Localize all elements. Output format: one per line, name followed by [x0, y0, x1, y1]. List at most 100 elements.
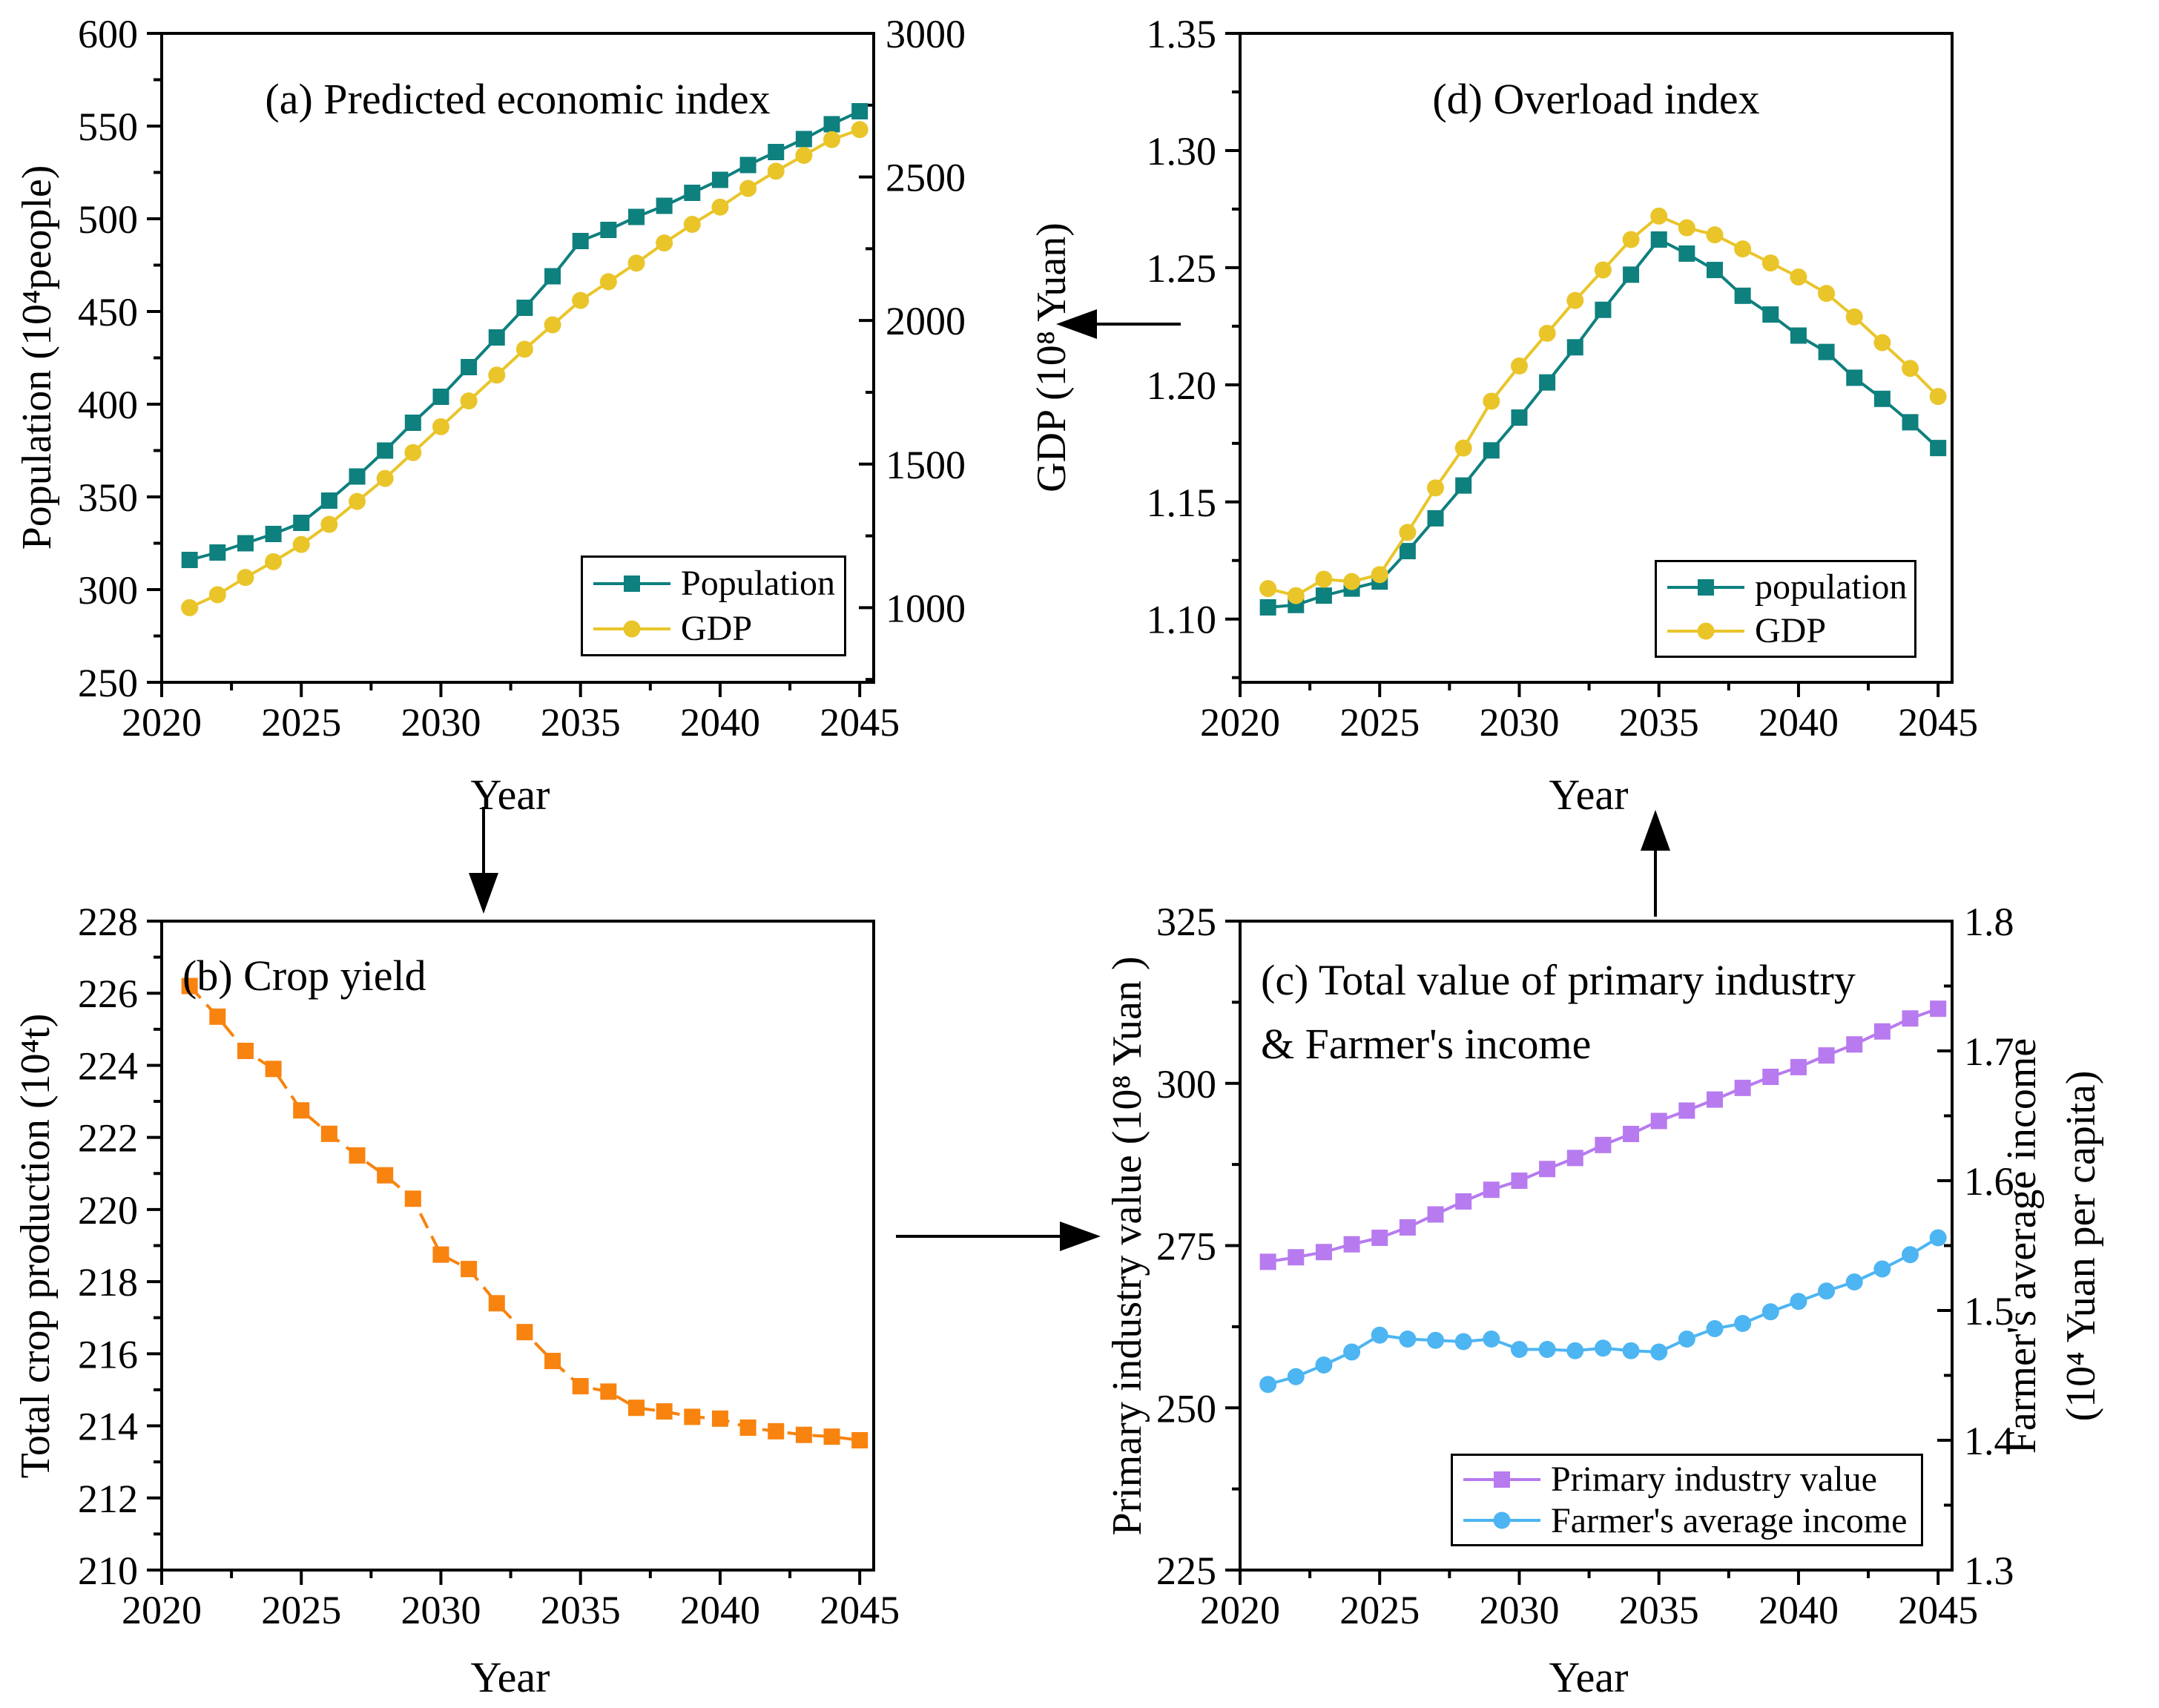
- population-data-point-marker: [1902, 414, 1919, 431]
- panel-d-legend: population GDP: [1655, 560, 1916, 658]
- panel-c-right-tick-label: 1.6: [1964, 1159, 2014, 1204]
- primary-industry-value-data-point-marker: [1846, 1036, 1863, 1053]
- population-data-point-marker: [237, 535, 254, 552]
- population-data-point-marker: [823, 116, 840, 133]
- total-crop-production-data-point-marker: [377, 1167, 394, 1184]
- total-crop-production-data-point-marker: [684, 1408, 701, 1425]
- gdp-data-point-marker: [488, 366, 506, 384]
- panel-a-left-tick-label: 400: [78, 383, 138, 427]
- panel-a-right-tick-label: 1500: [886, 443, 966, 487]
- farmer-s-average-income-data-point-marker: [1343, 1343, 1361, 1361]
- gdp-data-point-marker: [627, 254, 645, 272]
- total-crop-production-data-point-marker: [237, 1043, 254, 1059]
- population-data-point-marker: [600, 222, 617, 238]
- primary-industry-value-data-point-marker: [1539, 1161, 1556, 1178]
- total-crop-production-data-point-marker: [656, 1403, 673, 1420]
- population-legend-sample: [593, 575, 670, 592]
- total-crop-production-data-point-marker: [349, 1147, 366, 1164]
- gdp-data-point-marker: [1902, 360, 1919, 377]
- total-crop-production-data-point-marker: [600, 1383, 617, 1400]
- arrow-d-to-a-head: [1056, 309, 1097, 339]
- gdp-data-point-marker: [181, 599, 199, 616]
- panel-b-left-tick-label: 218: [78, 1260, 138, 1305]
- gdp-data-point-marker: [599, 273, 617, 291]
- population-overload-legend-sample: [1667, 578, 1744, 596]
- panel-d-frame: [1239, 32, 1954, 684]
- legend-sample-marker: [1494, 1471, 1510, 1488]
- arrow-b-to-c-head: [1060, 1221, 1101, 1251]
- panel-b-title: (b) Crop yield: [182, 952, 426, 1000]
- panel-c-left-tick-label: 250: [1156, 1386, 1216, 1431]
- total-crop-production-data-point-marker: [739, 1419, 757, 1436]
- panel-a-right-axis-label: GDP (10⁸ Yuan): [1029, 222, 1075, 492]
- panel-b-x-tick-label: 2020: [122, 1588, 202, 1632]
- population-data-point-marker: [795, 131, 812, 148]
- total-crop-production-data-point-marker: [711, 1410, 728, 1427]
- population-series-line: [1268, 237, 1939, 609]
- legend-sample-marker: [1493, 1511, 1511, 1529]
- farmer-s-average-income-data-point-marker: [1650, 1343, 1668, 1361]
- population-data-point-marker: [349, 468, 366, 485]
- population-data-point-marker: [1678, 245, 1695, 262]
- population-data-point-marker: [1873, 390, 1891, 407]
- gdp-data-point-marker: [1287, 587, 1305, 604]
- panel-d-x-tick-label: 2035: [1619, 700, 1699, 745]
- primary-industry-value-data-point-marker: [1343, 1236, 1360, 1253]
- panel-b-frame: [160, 920, 875, 1572]
- gdp-data-point-marker: [1510, 357, 1528, 375]
- population-data-point-marker: [377, 442, 394, 459]
- gdp-series-line: [188, 128, 860, 610]
- population-data-point-marker: [488, 329, 505, 346]
- farmer-s-average-income-data-point-marker: [1622, 1342, 1640, 1359]
- gdp-data-point-marker: [1650, 207, 1668, 225]
- gdp-data-point-marker: [404, 444, 422, 461]
- primary-industry-value-data-point-marker: [1902, 1010, 1919, 1027]
- total-crop-production-data-point-marker: [795, 1426, 812, 1443]
- panel-a-left-axis-label: Population (10⁴people): [14, 165, 60, 550]
- panel-c-x-tick-label: 2030: [1479, 1588, 1559, 1632]
- primary-industry-value-data-point-marker: [1873, 1023, 1891, 1040]
- panel-c-right-tick-label: 1.8: [1964, 900, 2014, 944]
- panel-b-left-axis-label: Total crop production (10⁴t): [13, 1013, 59, 1479]
- farmer-s-average-income-data-point-marker: [1427, 1331, 1445, 1349]
- panel-b-left-tick-label: 212: [78, 1477, 138, 1521]
- population-data-point-marker: [628, 208, 645, 225]
- population-data-point-marker: [1595, 301, 1612, 318]
- primary-industry-value-data-point-marker: [1288, 1249, 1305, 1266]
- farmer-s-average-income-data-point-marker: [1902, 1246, 1919, 1264]
- primary-industry-value-data-point-marker: [1707, 1091, 1723, 1108]
- primary-industry-value-data-point-marker: [1511, 1173, 1528, 1189]
- panel-c-left-axis-label: Primary industry value (10⁸ Yuan ): [1104, 956, 1150, 1536]
- panel-a-right-tick-label: 2500: [886, 156, 966, 200]
- panel-b-x-tick-label: 2030: [401, 1588, 481, 1632]
- population-data-point-marker: [1566, 339, 1583, 356]
- primary-industry-value-data-point-marker: [1595, 1136, 1612, 1153]
- gdp-data-point-marker: [292, 535, 310, 553]
- population-data-point-marker: [1427, 510, 1444, 527]
- gdp-data-point-marker: [349, 492, 366, 510]
- gdp-data-point-marker: [265, 553, 283, 570]
- panel-c-right-axis-label-line2: (10⁴ Yuan per capita): [2058, 1070, 2104, 1422]
- primary-industry-value-data-point-marker: [1566, 1150, 1583, 1167]
- arrow-a-to-b-head: [469, 873, 498, 914]
- primary-industry-value-data-point-marker: [1650, 1112, 1667, 1130]
- farmer-income-legend-sample: [1463, 1511, 1540, 1529]
- gdp-data-point-marker: [851, 121, 868, 139]
- gdp-data-point-marker: [1343, 573, 1361, 590]
- panel-b-left-tick-label: 226: [78, 972, 138, 1016]
- gdp-data-point-marker: [1538, 324, 1556, 342]
- gdp-data-point-marker: [1790, 268, 1807, 286]
- farmer-s-average-income-data-point-marker: [1734, 1315, 1752, 1332]
- panel-b-left-tick-label: 220: [78, 1188, 138, 1233]
- legend-sample-marker: [623, 620, 641, 637]
- gdp-data-point-marker: [515, 340, 533, 358]
- population-data-point-marker: [544, 268, 561, 285]
- legend-sample-marker: [1698, 578, 1714, 596]
- farmer-s-average-income-data-point-marker: [1818, 1282, 1836, 1300]
- total-crop-production-data-point-marker: [823, 1428, 840, 1445]
- gdp-data-point-marker: [432, 418, 449, 435]
- farmer-s-average-income-data-point-marker: [1454, 1333, 1472, 1351]
- farmer-s-average-income-data-point-marker: [1566, 1342, 1584, 1359]
- legend-item-gdp-overload: GDP: [1664, 609, 1907, 653]
- farmer-s-average-income-data-point-marker: [1678, 1331, 1695, 1348]
